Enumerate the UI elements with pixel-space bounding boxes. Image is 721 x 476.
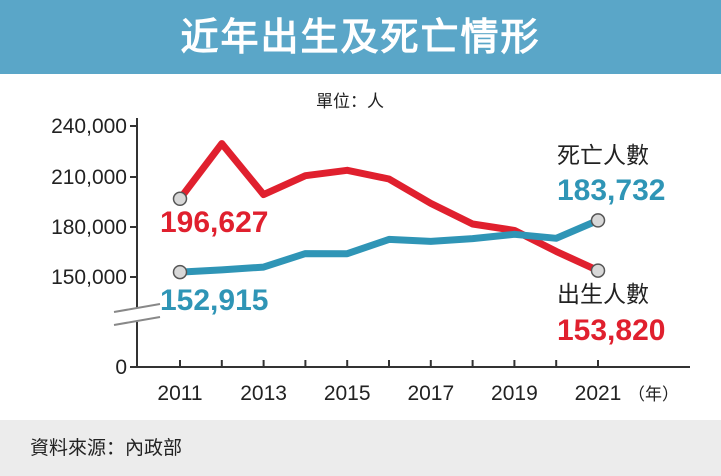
axis-break-gap bbox=[129, 308, 145, 322]
x-tick-label: 2019 bbox=[491, 382, 538, 405]
deaths-start-value: 152,915 bbox=[160, 284, 268, 317]
y-tick-label: 180,000 bbox=[51, 216, 127, 239]
series-line-deaths bbox=[176, 216, 602, 276]
y-tick-label: 240,000 bbox=[51, 115, 127, 138]
births-start-value: 196,627 bbox=[160, 206, 268, 239]
x-tick-label: 2011 bbox=[157, 382, 202, 405]
source-bar bbox=[0, 420, 721, 476]
chart-title: 近年出生及死亡情形 bbox=[180, 15, 541, 59]
x-axis-unit: （年） bbox=[628, 385, 679, 405]
deaths-series-name: 死亡人數 bbox=[557, 143, 649, 169]
x-tick-label: 2015 bbox=[324, 382, 371, 405]
births-series-name: 出生人數 bbox=[557, 282, 649, 308]
y-tick-label: 0 bbox=[115, 356, 127, 379]
data-point-marker bbox=[590, 263, 606, 278]
data-point-marker bbox=[172, 264, 188, 280]
y-tick-label: 150,000 bbox=[51, 266, 127, 289]
source-note: 資料來源：內政部 bbox=[30, 437, 183, 459]
data-point-marker bbox=[590, 213, 606, 228]
births-end-value: 153,820 bbox=[557, 314, 665, 347]
x-tick-label: 2017 bbox=[407, 382, 454, 405]
x-tick-label: 2021 bbox=[575, 382, 622, 405]
deaths-end-value: 183,732 bbox=[557, 174, 665, 207]
data-point-marker bbox=[172, 191, 188, 207]
unit-label: 單位：人 bbox=[316, 92, 384, 112]
axis-break-mark bbox=[113, 316, 161, 326]
x-tick-label: 2013 bbox=[240, 382, 287, 405]
axis-break-mark bbox=[113, 303, 161, 313]
y-tick-label: 210,000 bbox=[51, 166, 127, 189]
title-bar bbox=[0, 0, 721, 74]
